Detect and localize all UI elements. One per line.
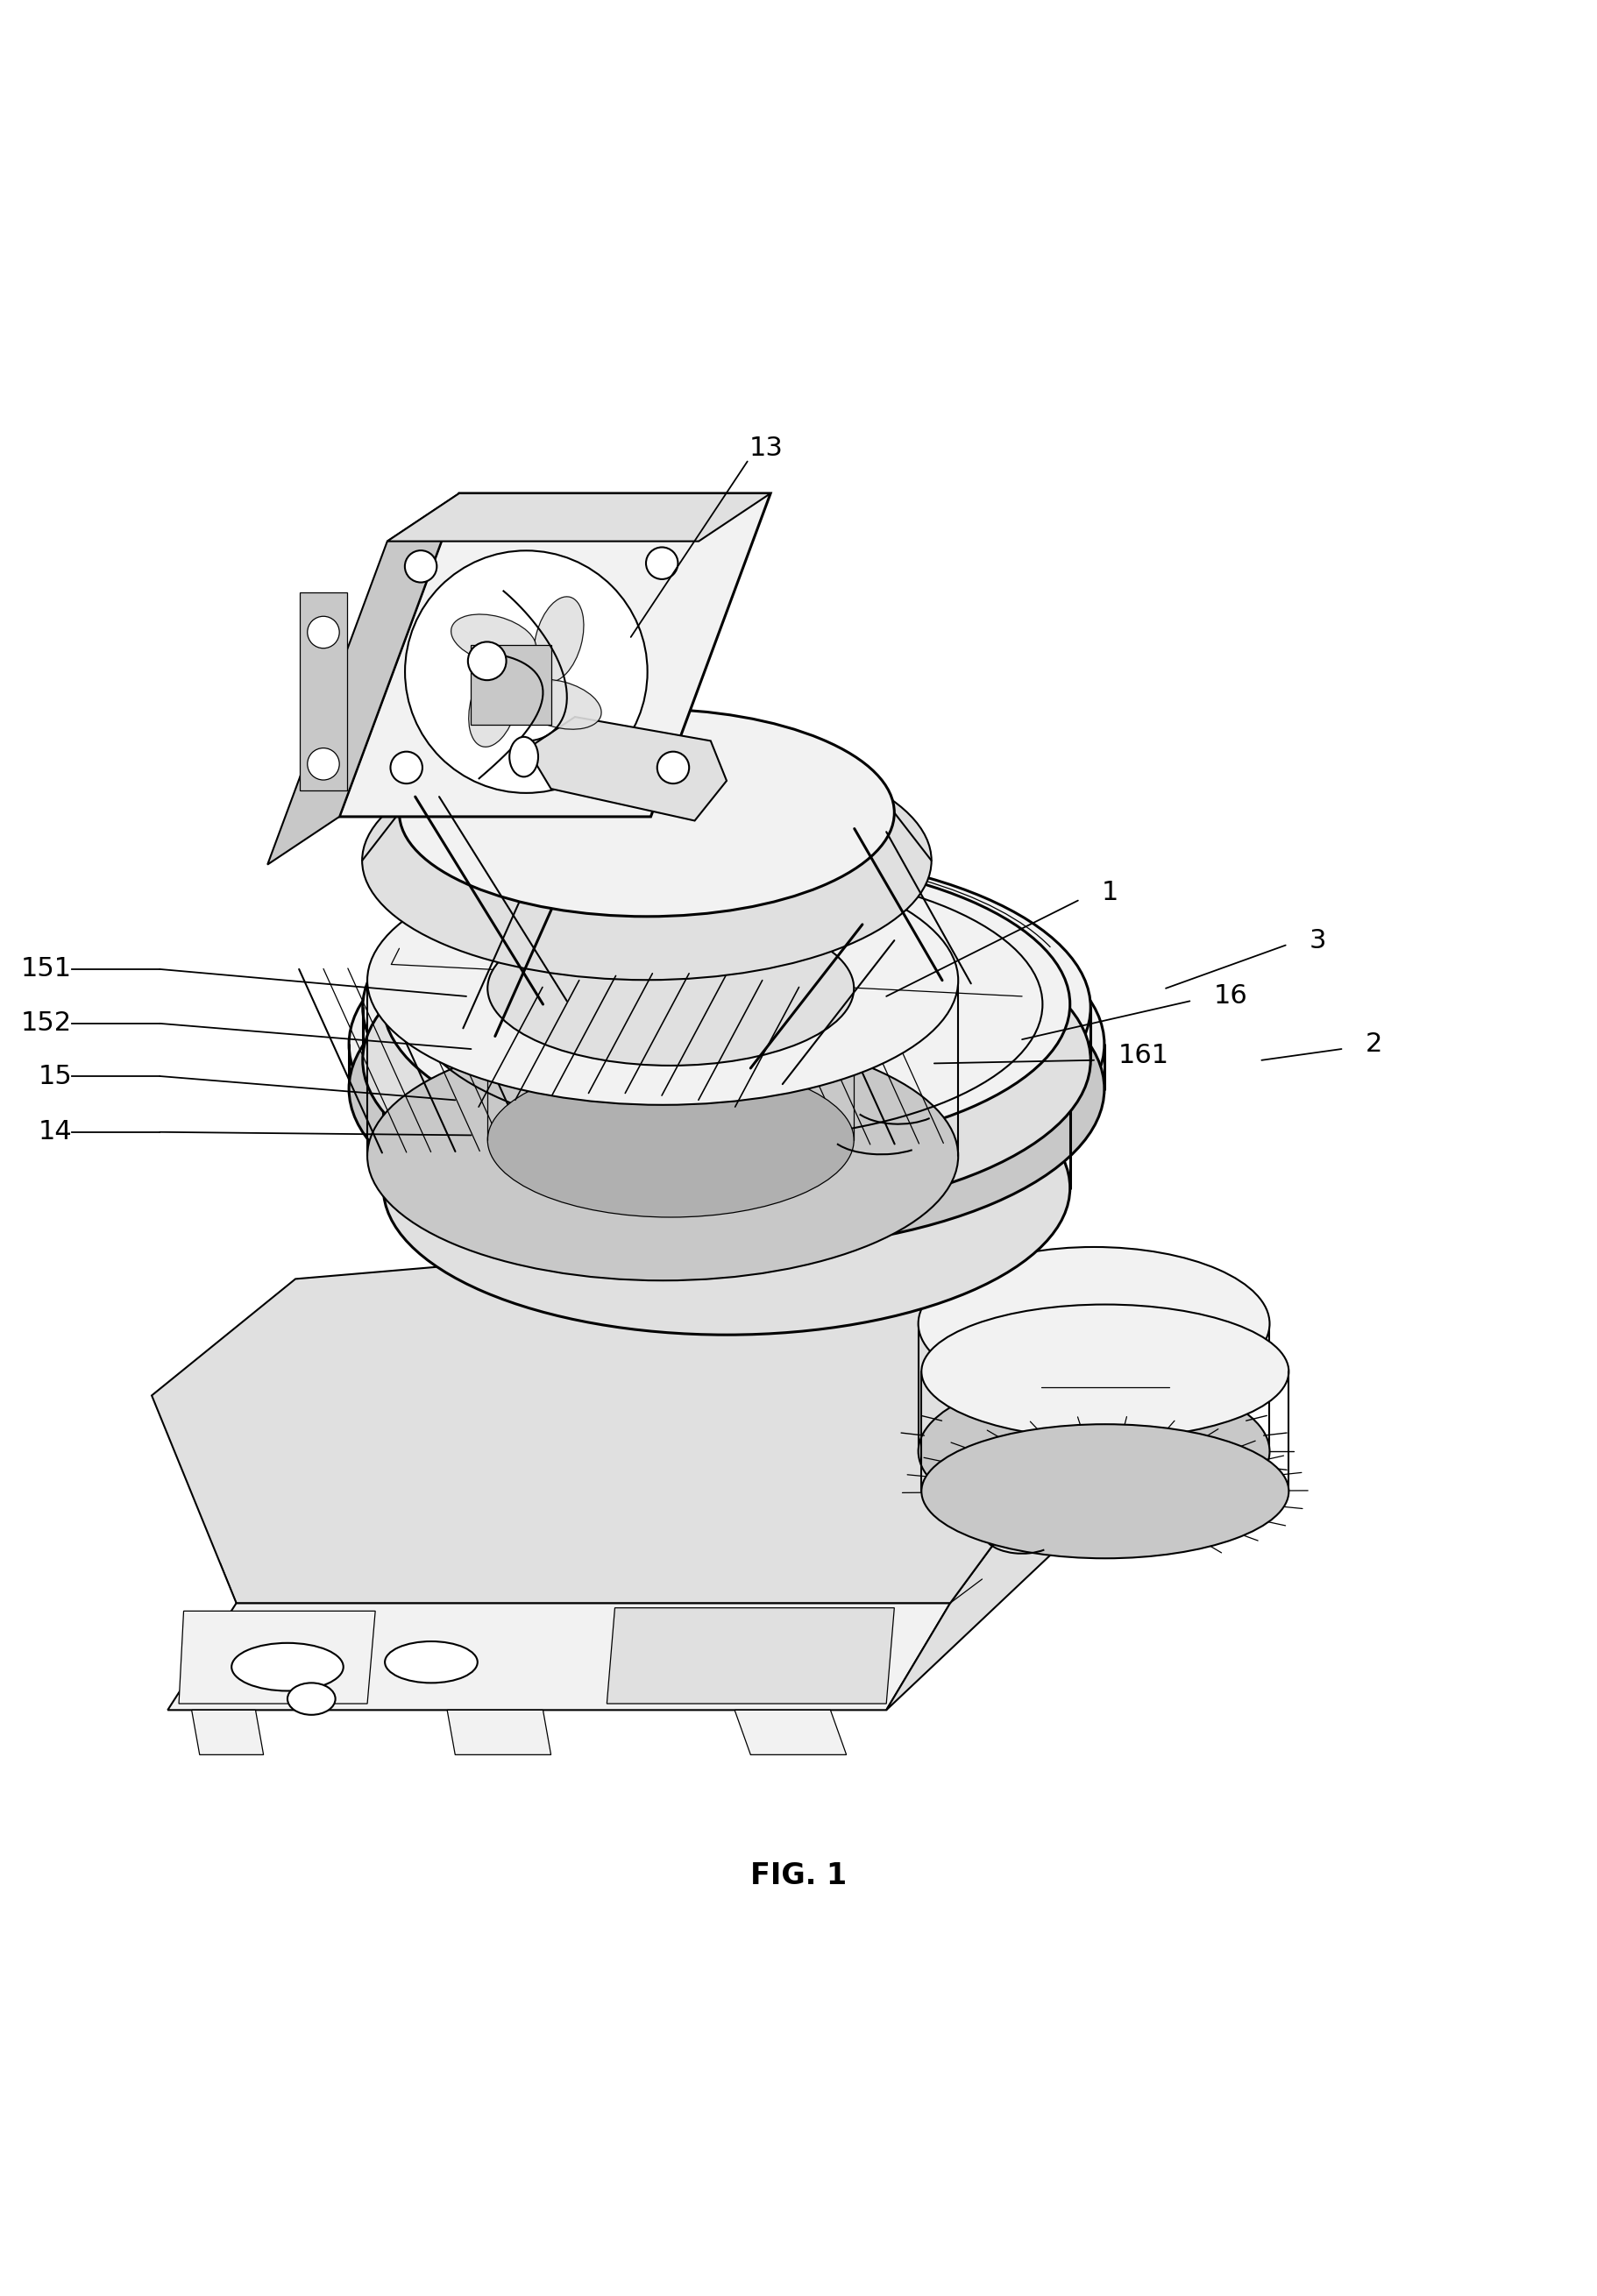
Ellipse shape [367, 856, 958, 1104]
Text: 2: 2 [1365, 1031, 1383, 1056]
Ellipse shape [363, 905, 1091, 1217]
Ellipse shape [348, 882, 1105, 1205]
Polygon shape [267, 494, 460, 866]
Polygon shape [447, 1711, 551, 1754]
Text: 16: 16 [1214, 983, 1247, 1008]
Ellipse shape [918, 1375, 1270, 1529]
Text: FIG. 1: FIG. 1 [751, 1862, 846, 1890]
Ellipse shape [385, 1642, 478, 1683]
Ellipse shape [383, 1040, 1070, 1334]
Circle shape [391, 751, 422, 783]
Ellipse shape [487, 912, 854, 1065]
Polygon shape [168, 1603, 950, 1711]
Text: 151: 151 [21, 957, 72, 983]
Polygon shape [886, 1332, 1150, 1711]
Ellipse shape [383, 856, 1070, 1150]
Text: 1: 1 [1102, 879, 1119, 905]
Ellipse shape [399, 709, 894, 916]
Polygon shape [735, 1711, 846, 1754]
Polygon shape [192, 1711, 264, 1754]
Ellipse shape [918, 1247, 1270, 1401]
Polygon shape [471, 645, 551, 726]
Ellipse shape [363, 742, 931, 980]
Ellipse shape [487, 1063, 854, 1217]
Ellipse shape [232, 1644, 343, 1690]
Polygon shape [179, 1612, 375, 1704]
Ellipse shape [406, 551, 647, 792]
Ellipse shape [533, 597, 585, 682]
Text: 152: 152 [21, 1010, 72, 1035]
Ellipse shape [468, 661, 519, 746]
Circle shape [468, 643, 506, 680]
Ellipse shape [450, 615, 537, 664]
Polygon shape [300, 592, 348, 790]
Text: 14: 14 [38, 1120, 72, 1146]
Ellipse shape [367, 1031, 958, 1281]
Text: 13: 13 [749, 436, 784, 461]
Circle shape [307, 748, 339, 781]
Polygon shape [607, 1607, 894, 1704]
Text: 15: 15 [38, 1063, 72, 1088]
Polygon shape [152, 1256, 1150, 1603]
Circle shape [307, 615, 339, 647]
Polygon shape [386, 494, 771, 542]
Ellipse shape [921, 1304, 1289, 1440]
Ellipse shape [516, 680, 602, 730]
Ellipse shape [348, 928, 1105, 1251]
Text: 3: 3 [1310, 928, 1327, 953]
Circle shape [406, 551, 438, 583]
Ellipse shape [363, 852, 1091, 1164]
Text: 161: 161 [1118, 1042, 1169, 1068]
Circle shape [509, 654, 543, 689]
Circle shape [645, 546, 679, 579]
Polygon shape [340, 494, 771, 817]
Ellipse shape [287, 1683, 335, 1715]
Circle shape [658, 751, 690, 783]
Polygon shape [527, 716, 727, 820]
Ellipse shape [921, 1424, 1289, 1559]
Ellipse shape [509, 737, 538, 776]
